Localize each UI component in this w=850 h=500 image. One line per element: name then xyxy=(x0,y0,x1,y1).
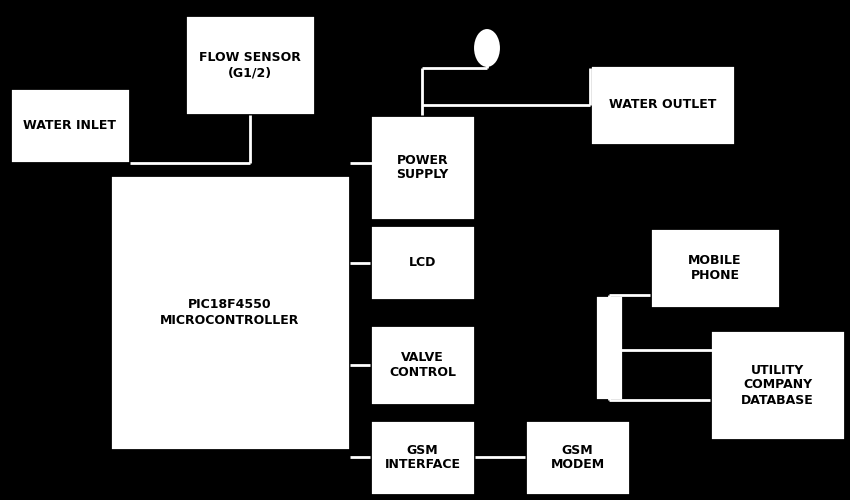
FancyBboxPatch shape xyxy=(370,420,475,495)
FancyBboxPatch shape xyxy=(370,115,475,220)
Text: FLOW SENSOR
(G1/2): FLOW SENSOR (G1/2) xyxy=(199,51,301,79)
Text: GSM
INTERFACE: GSM INTERFACE xyxy=(384,444,461,471)
FancyBboxPatch shape xyxy=(590,65,735,145)
Ellipse shape xyxy=(473,28,501,68)
FancyBboxPatch shape xyxy=(185,15,315,115)
FancyBboxPatch shape xyxy=(370,225,475,300)
Text: MOBILE
PHONE: MOBILE PHONE xyxy=(688,254,742,282)
Text: VALVE
CONTROL: VALVE CONTROL xyxy=(389,351,456,379)
FancyBboxPatch shape xyxy=(10,88,130,163)
FancyBboxPatch shape xyxy=(370,325,475,405)
Text: LCD: LCD xyxy=(409,256,436,269)
Text: PIC18F4550
MICROCONTROLLER: PIC18F4550 MICROCONTROLLER xyxy=(161,298,300,326)
Text: GSM
MODEM: GSM MODEM xyxy=(551,444,604,471)
FancyBboxPatch shape xyxy=(710,330,845,440)
FancyBboxPatch shape xyxy=(650,228,780,308)
FancyBboxPatch shape xyxy=(595,295,623,400)
Text: UTILITY
COMPANY
DATABASE: UTILITY COMPANY DATABASE xyxy=(741,364,813,406)
Text: WATER OUTLET: WATER OUTLET xyxy=(609,98,717,112)
FancyBboxPatch shape xyxy=(525,420,630,495)
FancyBboxPatch shape xyxy=(110,175,350,450)
Text: WATER INLET: WATER INLET xyxy=(24,119,116,132)
Text: POWER
SUPPLY: POWER SUPPLY xyxy=(396,154,449,182)
